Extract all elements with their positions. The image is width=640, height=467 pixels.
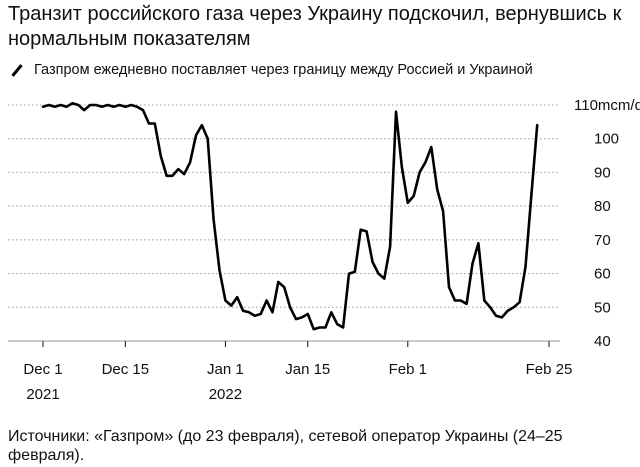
legend-label: Газпром ежедневно поставляет через грани… — [34, 62, 533, 78]
y-tick-label: 60 — [594, 266, 611, 283]
x-tick-label: Jan 15 — [285, 361, 330, 378]
x-tick-label: Dec 15 — [102, 361, 150, 378]
chart-title: Транзит российского газа через Украину п… — [8, 3, 622, 50]
x-tick-sublabel: 2022 — [209, 386, 242, 403]
x-tick-label: Feb 25 — [526, 361, 573, 378]
x-tick-label: Jan 1 — [207, 361, 244, 378]
y-tick-label: 50 — [594, 299, 611, 316]
y-tick-label: 70 — [594, 232, 611, 249]
y-tick-label: 40 — [594, 333, 611, 350]
x-tick-sublabel: 2021 — [26, 386, 59, 403]
gridlines — [8, 104, 560, 342]
x-tick-label: Feb 1 — [389, 361, 427, 378]
x-tick-label: Dec 1 — [23, 361, 62, 378]
source-note: Источники: «Газпром» (до 23 февраля), се… — [8, 428, 563, 464]
y-axis-ticks: 40 50 60 70 80 90 100 110mcm/d — [574, 97, 640, 350]
y-tick-label: 90 — [594, 164, 611, 181]
series-line — [41, 102, 539, 331]
y-tick-label: 100 — [594, 131, 619, 148]
line-chart: 40 50 60 70 80 90 100 110mcm/d Dec 1 2021 Dec 15 J… — [8, 97, 640, 403]
legend: Газпром ежедневно поставляет через грани… — [8, 62, 533, 78]
y-tick-label: 110mcm/d — [574, 97, 640, 114]
y-tick-label: 80 — [594, 198, 611, 215]
series-group — [41, 102, 539, 331]
x-axis-ticks: Dec 1 2021 Dec 15 Jan 1 2022 Jan 15 Feb 1 Feb 2… — [23, 341, 572, 403]
